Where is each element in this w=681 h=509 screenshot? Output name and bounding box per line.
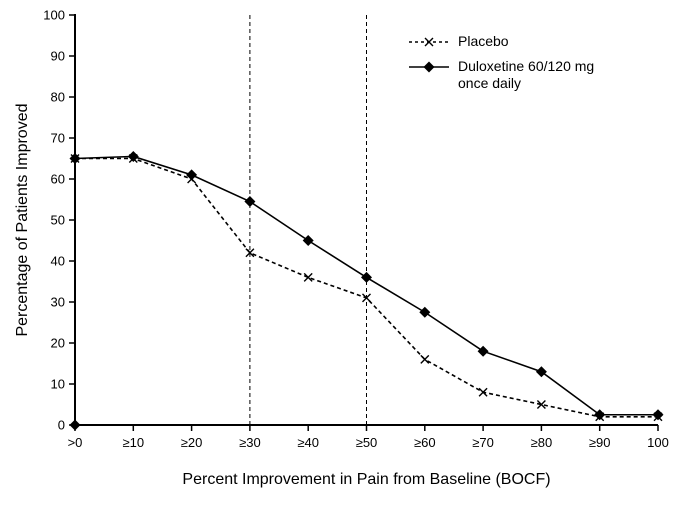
x-tick-label: ≥10 xyxy=(122,435,144,450)
data-point-diamond xyxy=(535,366,547,378)
data-point-x xyxy=(245,248,255,258)
data-point-diamond xyxy=(69,153,81,164)
x-tick-label: ≥60 xyxy=(414,435,436,450)
y-tick-label: 0 xyxy=(58,418,65,433)
data-point-x xyxy=(478,387,488,397)
x-tick-label: ≥40 xyxy=(297,435,319,450)
data-point-x xyxy=(536,400,546,409)
legend: Placebo Duloxetine 60/120 mg once daily xyxy=(408,33,594,93)
x-tick-label: ≥30 xyxy=(239,435,261,450)
legend-item-placebo: Placebo xyxy=(408,33,594,51)
data-point-x xyxy=(303,272,313,282)
x-tick-label: >0 xyxy=(68,435,83,450)
data-point-diamond xyxy=(361,271,372,283)
x-tick-label: 100 xyxy=(647,435,669,450)
y-tick-label: 30 xyxy=(51,295,65,310)
x-tick-label: ≥50 xyxy=(356,435,378,450)
y-axis-title: Percentage of Patients Improved xyxy=(14,103,31,337)
legend-label-duloxetine-line1: Duloxetine 60/120 mg xyxy=(458,57,595,74)
data-point-diamond xyxy=(127,150,139,162)
y-tick-label: 70 xyxy=(51,131,65,146)
y-tick-label: 60 xyxy=(51,172,65,187)
y-tick-label: 10 xyxy=(51,377,65,392)
data-point-x xyxy=(420,354,430,364)
data-point-diamond xyxy=(594,409,606,421)
y-tick-label: 50 xyxy=(51,213,65,228)
x-tick-label: ≥80 xyxy=(531,435,553,450)
y-tick-label: 40 xyxy=(51,254,65,269)
duloxetine-line-marker-icon xyxy=(409,61,449,72)
data-point-diamond xyxy=(652,409,664,421)
y-tick-label: 80 xyxy=(51,90,65,105)
legend-label-duloxetine-line2: once daily xyxy=(458,75,522,91)
y-tick-label: 100 xyxy=(43,8,65,23)
x-tick-label: ≥70 xyxy=(472,435,494,450)
x-tick-label: ≥90 xyxy=(589,435,611,450)
series-line-1 xyxy=(74,155,658,416)
origin-marker xyxy=(69,419,81,431)
x-axis-title: Percent Improvement in Pain from Baselin… xyxy=(182,471,551,488)
data-point-diamond xyxy=(186,169,198,181)
data-point-diamond xyxy=(244,196,256,208)
data-point-diamond xyxy=(477,345,489,357)
x-tick-label: ≥20 xyxy=(181,435,203,450)
placebo-line-marker-icon xyxy=(409,37,449,47)
legend-label-placebo: Placebo xyxy=(458,33,509,49)
y-tick-label: 90 xyxy=(51,49,65,64)
data-point-diamond xyxy=(302,235,314,246)
data-point-diamond xyxy=(419,306,431,318)
legend-label-duloxetine: Duloxetine 60/120 mg once daily xyxy=(458,58,594,93)
data-point-x xyxy=(362,293,371,303)
legend-item-duloxetine: Duloxetine 60/120 mg once daily xyxy=(408,58,594,93)
y-tick-label: 20 xyxy=(51,336,65,351)
